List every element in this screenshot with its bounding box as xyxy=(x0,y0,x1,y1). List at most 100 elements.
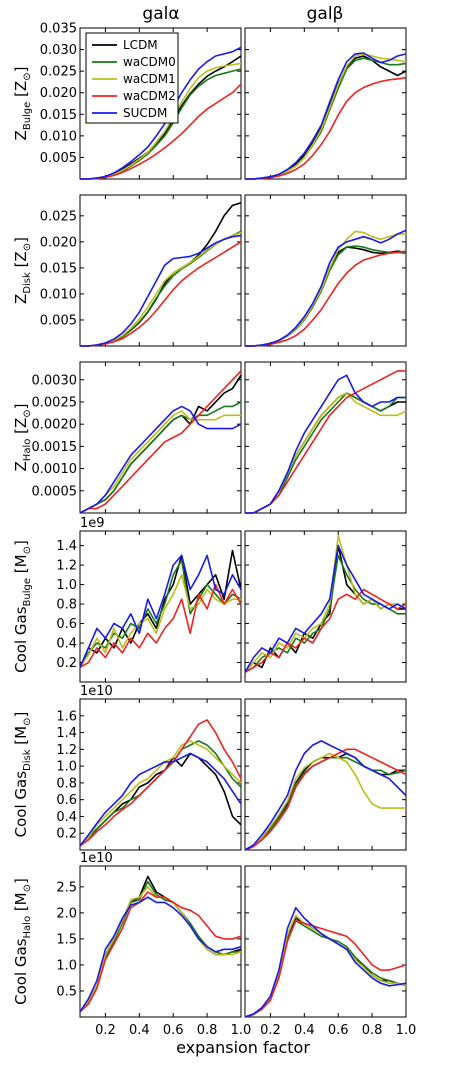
y-tick-label: 0.0025 xyxy=(32,395,78,410)
legend-label: LCDM xyxy=(123,38,158,52)
x-tick-label: 0.4 xyxy=(129,1023,150,1038)
series-line-waCDM0 xyxy=(79,740,242,847)
series-line-SUCDM xyxy=(244,544,407,673)
legend-label: waCDM0 xyxy=(123,55,176,69)
axes-frame xyxy=(79,698,242,851)
legend-label: waCDM1 xyxy=(123,72,176,86)
y-tick-label: 0.6 xyxy=(56,617,77,632)
x-tick-label: 0.6 xyxy=(328,1023,349,1038)
x-tick-label: 0.4 xyxy=(294,1023,315,1038)
y-axis-label: Cool GasBulge [M⊙] xyxy=(12,540,33,673)
y-tick-label: 0.0030 xyxy=(32,373,78,388)
column-title-left: galα xyxy=(142,4,179,24)
x-tick-label: 1.0 xyxy=(396,1023,417,1038)
x-tick-label: 1.0 xyxy=(231,1023,252,1038)
series-line-waCDM2 xyxy=(79,891,242,1013)
y-offset-label: 1e10 xyxy=(80,851,113,866)
series-line-SUCDM xyxy=(79,752,242,847)
y-tick-label: 0.035 xyxy=(40,22,77,37)
panel-grid: ZBulge [Z⊙] 0.005 0.010 0.015 0.020 0.025 0.03… xyxy=(12,22,416,1039)
y-tick-label: 1.5 xyxy=(56,932,77,947)
y-tick-label: 0.010 xyxy=(40,129,77,144)
y-tick-label: 1.6 xyxy=(56,709,77,724)
axes-frame xyxy=(244,27,407,180)
y-tick-label: 0.2 xyxy=(56,827,77,842)
series-line-waCDM1 xyxy=(244,752,406,851)
y-tick-label: 1.2 xyxy=(56,743,77,758)
series-line-waCDM2 xyxy=(244,919,407,1018)
axes-frame xyxy=(79,27,242,180)
y-tick-label: 0.6 xyxy=(56,793,77,808)
series-line-SUCDM xyxy=(79,405,242,514)
series-line-SUCDM xyxy=(244,906,407,1018)
y-tick-label: 1.0 xyxy=(56,958,77,973)
y-tick-label: 0.005 xyxy=(40,151,77,166)
y-tick-label: 0.0010 xyxy=(32,462,78,477)
y-tick-label: 0.2 xyxy=(56,656,77,671)
y-tick-label: 1.2 xyxy=(56,559,77,574)
y-axis-label: ZDisk [Z⊙] xyxy=(12,237,33,304)
axes-frame xyxy=(79,361,242,514)
series-line-SUCDM xyxy=(245,229,407,347)
y-tick-label: 2.0 xyxy=(56,906,77,921)
y-tick-label: 0.025 xyxy=(40,209,77,224)
y-tick-label: 0.030 xyxy=(40,43,77,58)
series-line-SUCDM xyxy=(79,554,242,668)
series-line-LCDM xyxy=(245,246,407,347)
series-line-waCDM1 xyxy=(244,535,407,673)
axes-frame xyxy=(79,865,242,1018)
series-line-waCDM2 xyxy=(244,588,407,673)
legend-label: waCDM2 xyxy=(123,89,176,103)
y-tick-label: 0.5 xyxy=(56,984,77,999)
y-tick-label: 0.005 xyxy=(40,313,77,328)
series-line-waCDM0 xyxy=(245,245,407,347)
series-line-waCDM2 xyxy=(245,76,407,180)
series-line-waCDM2 xyxy=(79,583,242,669)
series-line-waCDM0 xyxy=(79,880,241,1013)
series-line-waCDM1 xyxy=(79,885,242,1013)
y-axis-label: ZBulge [Z⊙] xyxy=(12,67,33,141)
y-offset-label: 1e10 xyxy=(80,684,113,699)
y-axis-label: Cool GasHalo [M⊙] xyxy=(12,878,33,1005)
series-line-waCDM1 xyxy=(79,410,241,514)
x-tick-label: 0.6 xyxy=(163,1023,184,1038)
y-tick-label: 0.4 xyxy=(56,637,77,652)
series-line-SUCDM xyxy=(79,896,242,1013)
series-line-waCDM1 xyxy=(79,573,241,668)
x-tick-label: 0.8 xyxy=(197,1023,218,1038)
x-tick-label: 0.2 xyxy=(260,1023,281,1038)
y-tick-label: 0.015 xyxy=(40,261,77,276)
series-line-SUCDM xyxy=(80,234,242,347)
series-line-waCDM0 xyxy=(79,559,242,668)
series-line-waCDM2 xyxy=(245,250,407,347)
series-line-waCDM2 xyxy=(245,370,406,514)
y-tick-label: 0.0005 xyxy=(32,484,78,499)
series-line-waCDM1 xyxy=(245,53,407,180)
axes-frame xyxy=(244,865,407,1018)
y-axis-label: ZHalo [Z⊙] xyxy=(12,404,33,472)
series-line-SUCDM xyxy=(244,740,407,851)
axes-frame xyxy=(79,530,242,683)
column-title-right: galβ xyxy=(307,4,344,24)
y-tick-label: 0.020 xyxy=(40,235,77,250)
y-tick-label: 0.8 xyxy=(56,598,77,613)
series-line-LCDM xyxy=(79,752,242,847)
series-line-waCDM1 xyxy=(80,231,242,347)
y-tick-label: 0.015 xyxy=(40,108,77,123)
y-tick-label: 0.4 xyxy=(56,810,77,825)
series-line-waCDM0 xyxy=(79,401,242,514)
series-line-SUCDM xyxy=(80,46,242,180)
y-tick-label: 1.4 xyxy=(56,539,77,554)
series-line-SUCDM xyxy=(245,374,406,514)
y-tick-label: 0.020 xyxy=(40,86,77,101)
y-tick-label: 1.4 xyxy=(56,726,77,741)
y-tick-label: 0.010 xyxy=(40,287,77,302)
series-line-waCDM2 xyxy=(244,748,407,851)
series-line-waCDM1 xyxy=(245,230,406,347)
y-tick-label: 0.0015 xyxy=(32,440,78,455)
y-tick-label: 1.0 xyxy=(56,760,77,775)
x-tick-label: 0.8 xyxy=(362,1023,383,1038)
axes-frame xyxy=(244,530,407,683)
y-tick-label: 0.8 xyxy=(56,776,77,791)
